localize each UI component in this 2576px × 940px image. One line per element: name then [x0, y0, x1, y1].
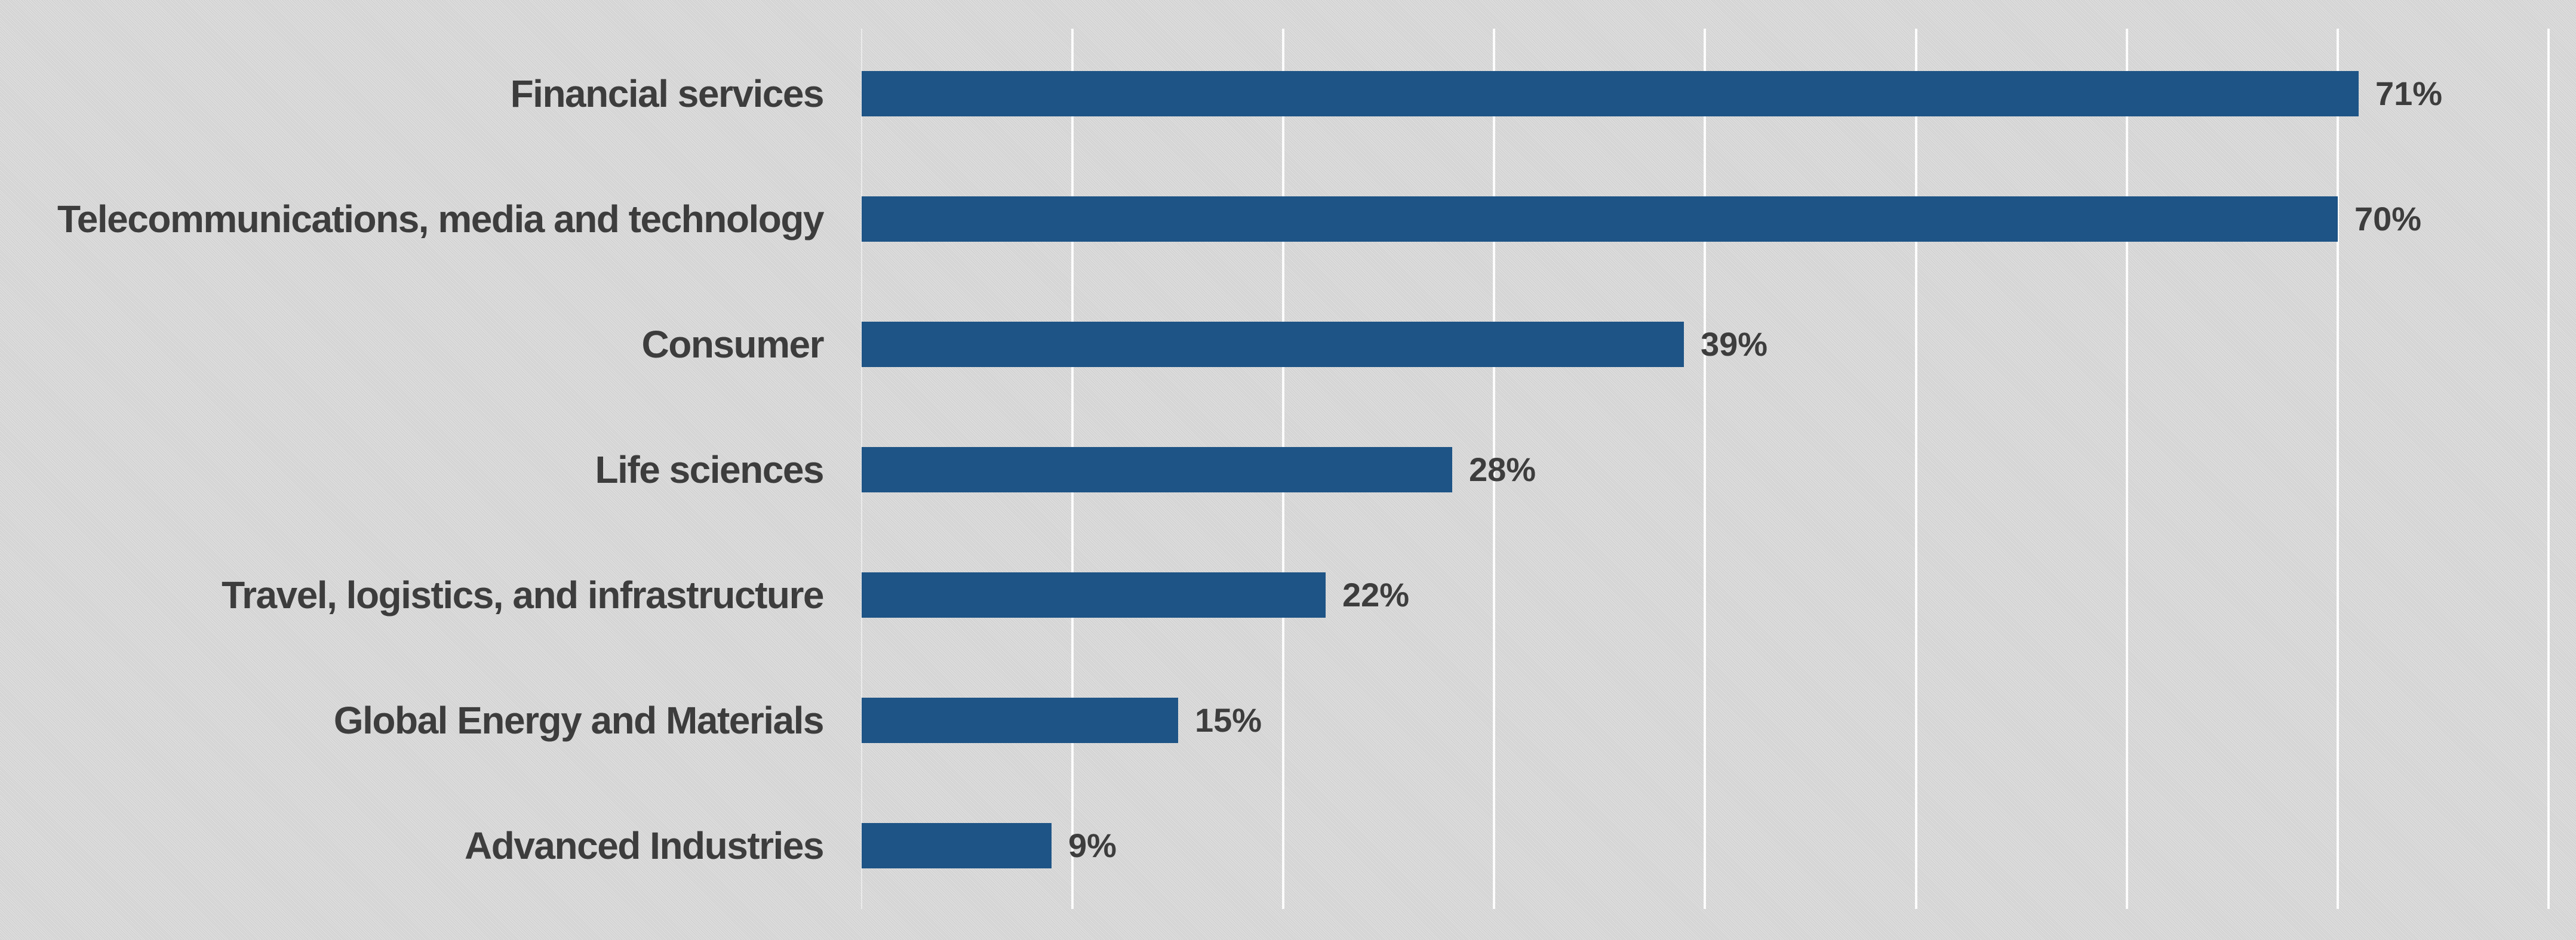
chart-row: Travel, logistics, and infrastructure 22…	[0, 532, 2576, 658]
category-label: Life sciences	[595, 448, 825, 491]
category-label: Advanced Industries	[465, 824, 825, 867]
category-label: Financial services	[510, 72, 825, 115]
value-label: 9%	[1068, 827, 1117, 864]
chart-row: Global Energy and Materials 15%	[0, 658, 2576, 783]
category-label: Telecommunications, media and technology	[57, 198, 825, 241]
value-label: 28%	[1469, 451, 1536, 488]
value-label: 71%	[2375, 75, 2443, 112]
category-label: Travel, logistics, and infrastructure	[222, 574, 824, 617]
bar	[862, 71, 2359, 116]
bar	[862, 322, 1684, 367]
category-label: Global Energy and Materials	[333, 699, 825, 742]
value-label: 22%	[1342, 576, 1410, 614]
chart-row: Advanced Industries 9%	[0, 783, 2576, 908]
bar	[862, 447, 1452, 492]
chart-row: Telecommunications, media and technology…	[0, 156, 2576, 282]
bar	[862, 823, 1052, 868]
chart-rows: Financial services 71% Telecommunication…	[0, 31, 2576, 908]
value-label: 39%	[1701, 325, 1768, 363]
category-label: Consumer	[641, 323, 825, 366]
value-label: 70%	[2354, 200, 2422, 238]
chart-row: Consumer 39%	[0, 282, 2576, 407]
chart-row: Financial services 71%	[0, 31, 2576, 156]
bar	[862, 196, 2338, 242]
bar	[862, 698, 1178, 743]
chart-row: Life sciences 28%	[0, 407, 2576, 532]
bar	[862, 572, 1326, 618]
value-label: 15%	[1195, 701, 1262, 739]
